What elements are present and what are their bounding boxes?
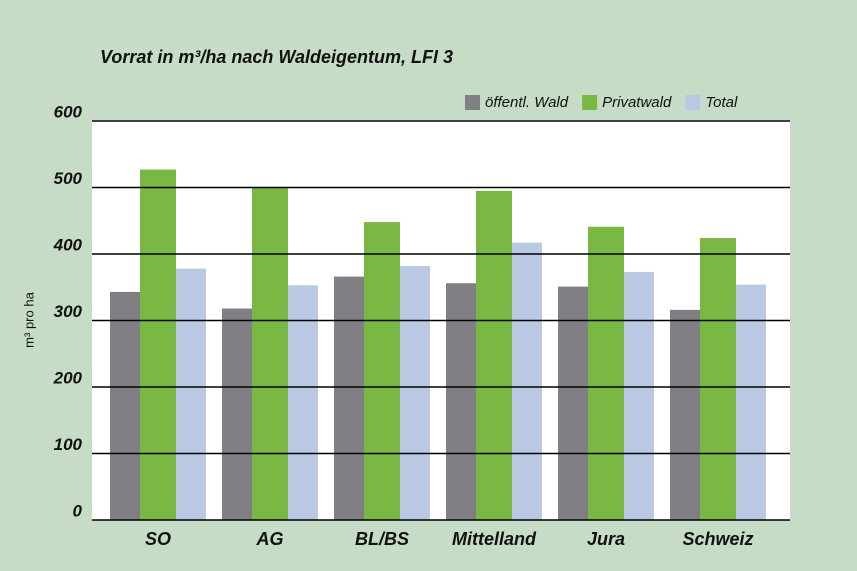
bar [512, 242, 542, 520]
bar [176, 268, 206, 520]
bar [252, 187, 288, 520]
bar [588, 226, 624, 521]
legend-swatch [465, 95, 480, 110]
y-tick-label: 300 [54, 302, 83, 321]
bar [476, 190, 512, 520]
y-tick-label: 100 [54, 435, 83, 454]
x-tick-label: Mittelland [452, 529, 537, 549]
bar [334, 276, 364, 520]
y-tick-label: 600 [54, 102, 83, 121]
legend-label: Privatwald [602, 94, 672, 111]
bar [400, 265, 430, 520]
legend-label: Total [705, 94, 738, 111]
x-tick-label: Jura [587, 529, 625, 549]
bar [736, 284, 766, 520]
legend-swatch [685, 95, 701, 110]
chart-title: Vorrat in m³/ha nach Waldeigentum, LFI 3 [100, 47, 453, 67]
x-tick-label: Schweiz [682, 529, 753, 549]
bar [140, 169, 176, 521]
legend-swatch [582, 95, 598, 110]
legend-label: öffentl. Wald [485, 94, 569, 111]
x-tick-label: AG [256, 529, 284, 549]
bar [700, 238, 736, 521]
bar [558, 286, 588, 520]
x-tick-label: SO [145, 529, 171, 549]
y-tick-label: 500 [54, 169, 83, 188]
y-tick-label: 400 [53, 235, 83, 254]
bar [670, 309, 700, 520]
y-axis-label: m³ pro ha [21, 291, 36, 347]
x-tick-label: BL/BS [355, 529, 409, 549]
bar [624, 271, 654, 520]
y-tick-label: 200 [53, 368, 83, 387]
bar [222, 308, 252, 520]
bar [288, 285, 318, 520]
bar [110, 291, 140, 520]
bar [446, 283, 476, 520]
y-tick-label: 0 [73, 501, 83, 520]
bar [364, 222, 400, 520]
